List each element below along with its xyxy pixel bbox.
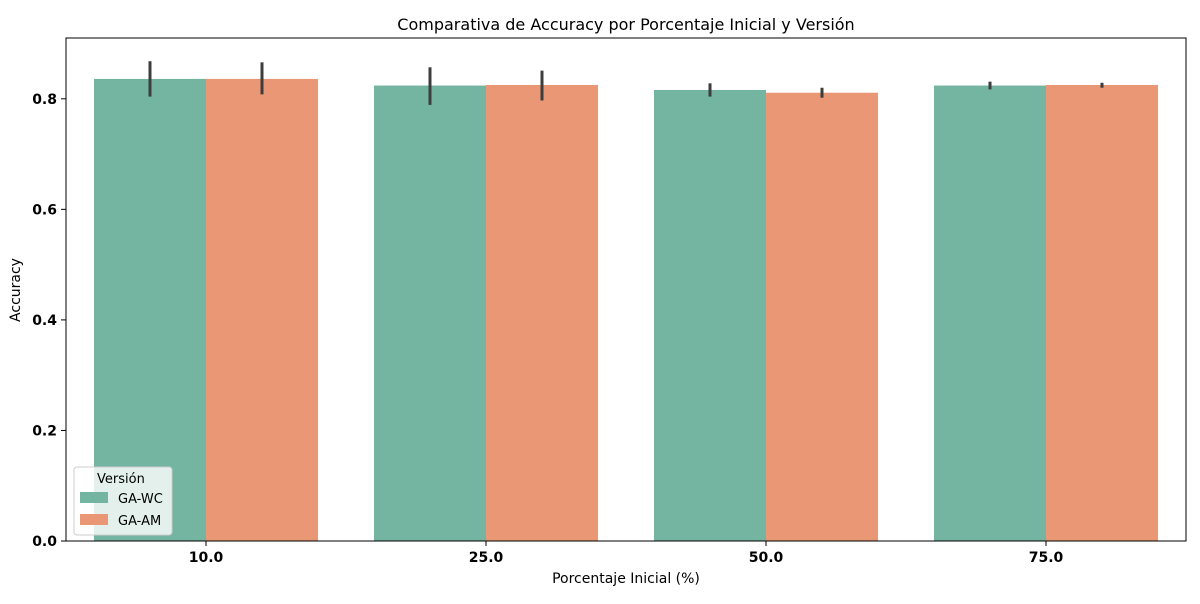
y-tick-label-0: 0.0 <box>32 534 57 550</box>
legend-swatch-ga-wc <box>80 492 108 503</box>
x-axis-label: Porcentaje Inicial (%) <box>552 571 700 587</box>
bar-ga-am-2 <box>766 92 878 541</box>
bar-ga-am-0 <box>206 78 318 542</box>
y-tick-label-2: 0.4 <box>32 313 57 329</box>
y-tick-label-1: 0.2 <box>32 423 57 439</box>
x-tick-label-1: 25.0 <box>469 550 504 566</box>
y-axis-label: Accuracy <box>8 258 24 322</box>
bar-ga-wc-0 <box>94 78 206 542</box>
plot-frame <box>65 37 1187 542</box>
bar-ga-wc-1 <box>374 85 486 542</box>
x-tick-label-3: 75.0 <box>1029 550 1064 566</box>
y-tick-label-3: 0.6 <box>32 202 57 218</box>
bars-group <box>94 78 1158 542</box>
x-tick-label-2: 50.0 <box>749 550 784 566</box>
bar-ga-wc-2 <box>654 89 766 541</box>
legend-label-ga-am: GA-AM <box>118 514 161 529</box>
legend-label-ga-wc: GA-WC <box>118 492 163 507</box>
error-bars-group <box>148 61 1104 105</box>
legend-title: Versión <box>97 472 145 487</box>
chart-title: Comparativa de Accuracy por Porcentaje I… <box>397 15 854 34</box>
x-tick-label-0: 10.0 <box>189 550 224 566</box>
legend: Versión GA-WC GA-AM <box>73 466 173 536</box>
bar-ga-am-3 <box>1046 84 1158 541</box>
y-tick-label-4: 0.8 <box>32 92 57 108</box>
bar-ga-wc-3 <box>934 85 1046 542</box>
y-axis: 0.0 0.2 0.4 0.6 0.8 <box>32 92 66 550</box>
x-axis: 10.0 25.0 50.0 75.0 <box>189 541 1064 566</box>
legend-swatch-ga-am <box>80 514 108 525</box>
bar-ga-am-1 <box>486 84 598 541</box>
